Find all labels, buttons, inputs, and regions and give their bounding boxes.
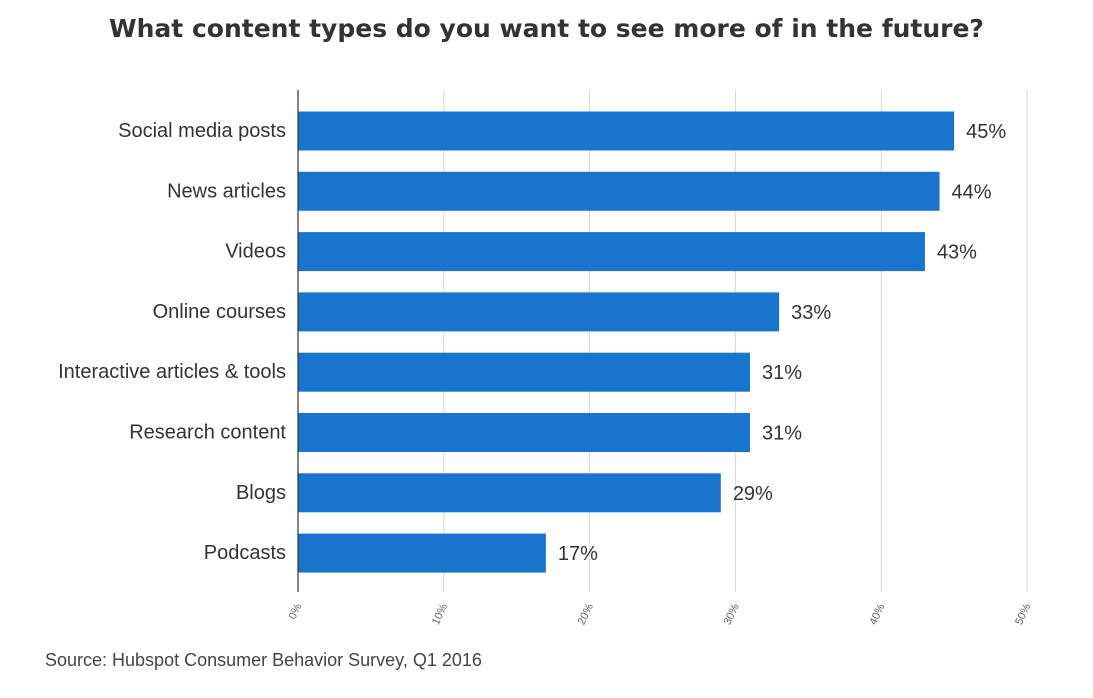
- value-label: 17%: [558, 543, 598, 565]
- value-label: 44%: [952, 181, 992, 203]
- grid-lines: [443, 90, 1028, 592]
- bar-6: [298, 473, 721, 513]
- value-label: 31%: [762, 362, 802, 384]
- category-label: Online courses: [153, 301, 286, 323]
- bar-1: [298, 171, 940, 211]
- x-tick-label: 10%: [430, 602, 450, 627]
- x-tick-label: 0%: [287, 602, 305, 622]
- category-label: Blogs: [236, 482, 286, 504]
- x-tick-label: 50%: [1013, 602, 1033, 627]
- bar-7: [298, 533, 546, 573]
- category-label: News articles: [167, 180, 286, 202]
- bar-3: [298, 292, 780, 332]
- category-label: Interactive articles & tools: [58, 361, 286, 383]
- value-label: 31%: [762, 423, 802, 445]
- value-label: 29%: [733, 483, 773, 505]
- category-label: Research content: [129, 422, 286, 444]
- bar-5: [298, 413, 750, 452]
- category-label: Podcasts: [204, 542, 286, 564]
- bars: [298, 111, 955, 573]
- value-label: 43%: [937, 242, 977, 264]
- chart-source: Source: Hubspot Consumer Behavior Survey…: [45, 650, 482, 670]
- bar-2: [298, 232, 925, 272]
- category-label: Videos: [225, 241, 286, 263]
- chart-title: What content types do you want to see mo…: [109, 14, 984, 43]
- value-label: 33%: [791, 302, 831, 324]
- value-label: 45%: [966, 121, 1006, 143]
- x-tick-label: 40%: [867, 602, 887, 627]
- x-tick-label: 20%: [576, 602, 596, 627]
- category-label: Social media posts: [118, 120, 286, 142]
- x-tick-label: 30%: [722, 602, 742, 627]
- bar-0: [298, 111, 955, 151]
- bar-4: [298, 352, 750, 392]
